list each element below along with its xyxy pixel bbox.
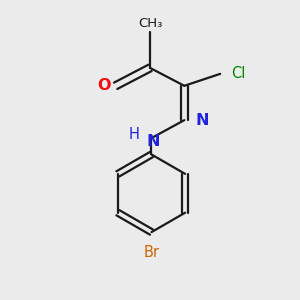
Text: N: N xyxy=(146,134,160,148)
Text: Cl: Cl xyxy=(232,66,246,81)
Text: O: O xyxy=(97,78,110,93)
Text: N: N xyxy=(196,112,209,128)
Text: H: H xyxy=(129,127,140,142)
Text: CH₃: CH₃ xyxy=(138,17,162,30)
Text: Br: Br xyxy=(143,245,160,260)
